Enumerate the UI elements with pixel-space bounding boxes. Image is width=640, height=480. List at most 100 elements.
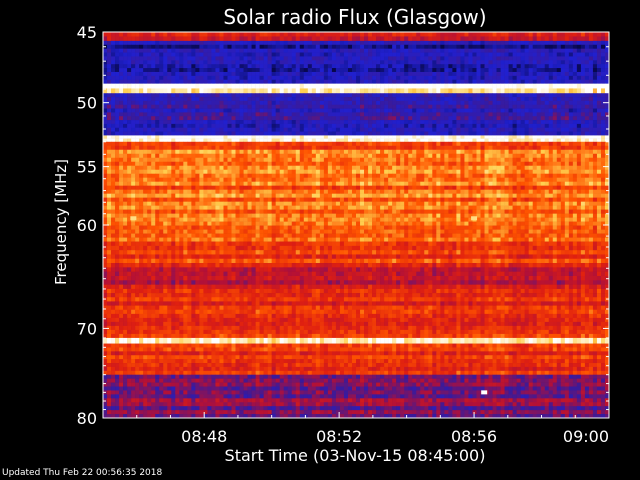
- heatmap-cell: [540, 161, 546, 167]
- heatmap-cell: [392, 108, 397, 113]
- heatmap-cell: [271, 48, 276, 53]
- heatmap-cell: [540, 83, 546, 89]
- heatmap-cell: [275, 157, 280, 163]
- heatmap-cell: [271, 52, 276, 57]
- heatmap-cell: [448, 112, 453, 117]
- heatmap-cell: [119, 169, 124, 175]
- heatmap-cell: [203, 138, 208, 143]
- heatmap-cell: [279, 93, 285, 98]
- heatmap-cell: [139, 97, 144, 102]
- heatmap-cell: [123, 123, 128, 129]
- heatmap-cell: [596, 149, 602, 155]
- heatmap-cell: [468, 79, 473, 84]
- heatmap-cell: [540, 149, 546, 155]
- heatmap-cell: [183, 48, 188, 53]
- heatmap-cell: [247, 181, 252, 186]
- heatmap-cell: [207, 169, 212, 175]
- heatmap-cell: [588, 60, 594, 65]
- heatmap-cell: [283, 135, 289, 139]
- heatmap-cell: [484, 48, 489, 53]
- heatmap-cell: [412, 48, 417, 53]
- heatmap-cell: [203, 64, 208, 69]
- heatmap-cell: [540, 104, 546, 109]
- heatmap-cell: [424, 68, 429, 73]
- heatmap-cell: [119, 68, 124, 73]
- heatmap-cell: [203, 68, 208, 73]
- heatmap-cell: [143, 100, 148, 106]
- heatmap-cell: [315, 60, 321, 65]
- heatmap-cell: [488, 75, 493, 81]
- heatmap-cell: [299, 40, 305, 46]
- heatmap-cell: [123, 79, 128, 84]
- heatmap-cell: [263, 52, 268, 57]
- heatmap-cell: [372, 120, 377, 125]
- heatmap-cell: [596, 177, 602, 182]
- heatmap-cell: [327, 112, 333, 117]
- heatmap-cell: [448, 108, 453, 113]
- heatmap-cell: [392, 71, 397, 77]
- heatmap-cell: [420, 173, 425, 178]
- heatmap-cell: [376, 131, 381, 136]
- heatmap-cell: [564, 135, 570, 139]
- heatmap-cell: [299, 88, 305, 94]
- heatmap-cell: [295, 149, 301, 155]
- heatmap-cell: [508, 40, 513, 46]
- heatmap-cell: [339, 169, 345, 175]
- heatmap-cell: [416, 56, 421, 61]
- heatmap-cell: [195, 36, 200, 42]
- heatmap-cell: [263, 169, 268, 175]
- heatmap-cell: [472, 75, 477, 81]
- heatmap-cell: [544, 123, 550, 129]
- heatmap-cell: [596, 100, 602, 106]
- heatmap-cell: [520, 157, 525, 163]
- heatmap-cell: [512, 153, 517, 159]
- heatmap-cell: [299, 64, 305, 69]
- heatmap-cell: [404, 40, 409, 46]
- heatmap-cell: [151, 165, 156, 171]
- heatmap-cell: [572, 127, 578, 132]
- heatmap-cell: [155, 79, 160, 84]
- heatmap-cell: [291, 97, 297, 102]
- heatmap-cell: [255, 108, 260, 113]
- heatmap-cell: [596, 135, 602, 139]
- heatmap-cell: [147, 108, 152, 113]
- heatmap-cell: [532, 32, 538, 37]
- heatmap-cell: [416, 135, 421, 139]
- heatmap-cell: [360, 173, 365, 178]
- heatmap-cell: [504, 52, 509, 57]
- heatmap-cell: [596, 60, 602, 65]
- heatmap-cell: [580, 56, 586, 61]
- heatmap-cell: [295, 127, 301, 132]
- heatmap-cell: [432, 104, 437, 109]
- heatmap-cell: [191, 116, 196, 121]
- heatmap-cell: [335, 165, 341, 171]
- heatmap-cell: [283, 138, 289, 143]
- heatmap-cell: [444, 88, 449, 94]
- heatmap-cell: [183, 75, 188, 81]
- heatmap-cell: [159, 44, 164, 49]
- heatmap-cell: [520, 123, 525, 129]
- heatmap-cell: [167, 157, 172, 163]
- heatmap-cell: [532, 75, 538, 81]
- heatmap-cell: [392, 79, 397, 84]
- heatmap-cell: [424, 120, 429, 125]
- heatmap-cell: [532, 177, 538, 182]
- heatmap-cell: [444, 149, 449, 155]
- heatmap-cell: [544, 44, 550, 49]
- heatmap-cell: [143, 141, 148, 147]
- heatmap-cell: [251, 141, 256, 147]
- heatmap-cell: [115, 165, 120, 171]
- heatmap-cell: [295, 112, 301, 117]
- heatmap-cell: [468, 165, 473, 171]
- heatmap-cell: [155, 177, 160, 182]
- heatmap-cell: [139, 112, 144, 117]
- heatmap-cell: [135, 157, 140, 163]
- heatmap-cell: [436, 75, 441, 81]
- heatmap-cell: [223, 177, 228, 182]
- heatmap-cell: [520, 149, 525, 155]
- heatmap-cell: [464, 116, 469, 121]
- heatmap-cell: [528, 165, 533, 171]
- heatmap-cell: [323, 161, 329, 167]
- heatmap-cell: [540, 75, 546, 81]
- heatmap-cell: [259, 141, 264, 147]
